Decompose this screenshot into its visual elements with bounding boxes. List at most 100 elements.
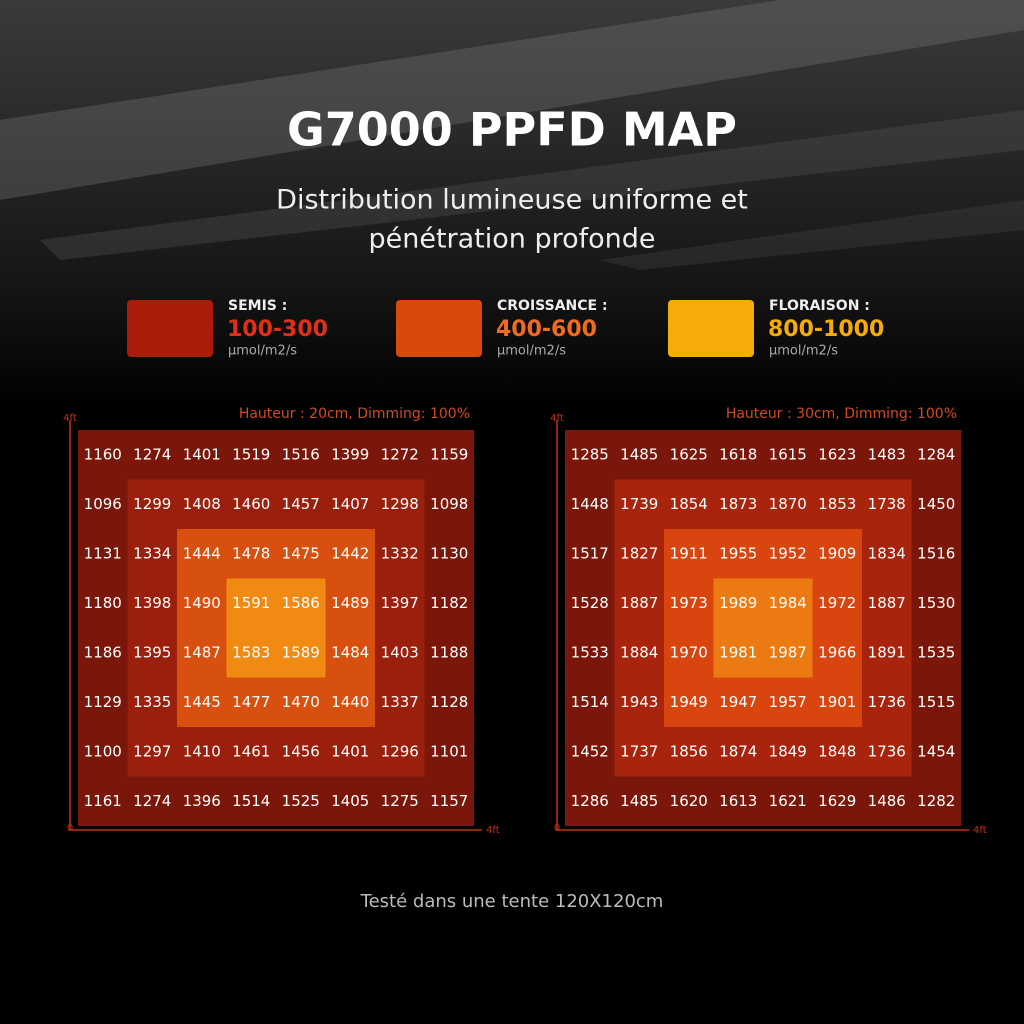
ppfd-value: 1586 [282, 594, 320, 612]
content: SEMIS : 100-300 µmol/m2/s CROISSANCE : 400-6… [63, 298, 987, 836]
ppfd-value: 1490 [183, 594, 221, 612]
ppfd-value: 1298 [381, 495, 419, 513]
ppfd-value: 1966 [818, 643, 856, 661]
ppfd-value: 1182 [430, 594, 468, 612]
ppfd-value: 1738 [868, 495, 906, 513]
legend-range: 800-1000 [768, 317, 884, 342]
ppfd-value: 1444 [183, 544, 221, 562]
ppfd-value: 1736 [868, 742, 906, 760]
legend-swatch [127, 300, 213, 357]
ppfd-value: 1736 [868, 693, 906, 711]
ppfd-value: 1516 [917, 544, 955, 562]
ppfd-value: 1401 [331, 742, 369, 760]
ppfd-value: 1484 [331, 643, 369, 661]
ppfd-value: 1297 [133, 742, 171, 760]
ppfd-value: 1947 [719, 693, 757, 711]
ppfd-value: 1525 [282, 792, 320, 810]
ppfd-value: 1486 [868, 792, 906, 810]
ppfd-value: 1514 [232, 792, 270, 810]
ppfd-value: 1487 [183, 643, 221, 661]
legend-unit: µmol/m2/s [228, 344, 297, 359]
subtitle: pénétration profonde [368, 224, 655, 255]
ppfd-value: 1096 [84, 495, 122, 513]
ppfd-value: 1623 [818, 445, 856, 463]
ppfd-value: 1299 [133, 495, 171, 513]
ppfd-value: 1396 [183, 792, 221, 810]
ppfd-value: 1445 [183, 693, 221, 711]
ppfd-value: 1440 [331, 693, 369, 711]
ppfd-value: 1989 [719, 594, 757, 612]
ppfd-value: 1129 [84, 693, 122, 711]
ppfd-value: 1618 [719, 445, 757, 463]
ppfd-value: 1485 [620, 445, 658, 463]
ppfd-value: 1398 [133, 594, 171, 612]
zone [226, 578, 326, 678]
ppfd-value: 1613 [719, 792, 757, 810]
ppfd-value: 1620 [670, 792, 708, 810]
ppfd-value: 1186 [84, 643, 122, 661]
ppfd-value: 1873 [719, 495, 757, 513]
axis-label: 0 [67, 823, 73, 834]
ppfd-value: 1629 [818, 792, 856, 810]
ppfd-value: 1285 [571, 445, 609, 463]
legend-swatch [668, 300, 754, 357]
ppfd-value: 1591 [232, 594, 270, 612]
ppfd-value: 1450 [917, 495, 955, 513]
subtitle: Distribution lumineuse uniforme et [276, 185, 748, 216]
ppfd-value: 1870 [769, 495, 807, 513]
ppfd-value: 1834 [868, 544, 906, 562]
ppfd-value: 1403 [381, 643, 419, 661]
axis-label: 4ft [63, 413, 77, 424]
ppfd-value: 1296 [381, 742, 419, 760]
ppfd-value: 1970 [670, 643, 708, 661]
ppfd-value: 1286 [571, 792, 609, 810]
ppfd-value: 1874 [719, 742, 757, 760]
ppfd-value: 1405 [331, 792, 369, 810]
ppfd-value: 1161 [84, 792, 122, 810]
axis-label: 4ft [973, 825, 987, 836]
map-caption: Hauteur : 20cm, Dimming: 100% [239, 406, 470, 422]
ppfd-value: 1909 [818, 544, 856, 562]
ppfd-value: 1952 [769, 544, 807, 562]
ppfd-value: 1274 [133, 792, 171, 810]
ppfd-value: 1128 [430, 693, 468, 711]
ppfd-value: 1477 [232, 693, 270, 711]
ppfd-value: 1625 [670, 445, 708, 463]
legend-range: 100-300 [227, 317, 328, 342]
ppfd-value: 1943 [620, 693, 658, 711]
ppfd-value: 1583 [232, 643, 270, 661]
map-caption: Hauteur : 30cm, Dimming: 100% [726, 406, 957, 422]
ppfd-value: 1470 [282, 693, 320, 711]
ppfd-value: 1589 [282, 643, 320, 661]
ppfd-value: 1519 [232, 445, 270, 463]
ppfd-value: 1973 [670, 594, 708, 612]
ppfd-value: 1334 [133, 544, 171, 562]
light-fixtures [0, 0, 1024, 270]
ppfd-value: 1100 [84, 742, 122, 760]
ppfd-value: 1517 [571, 544, 609, 562]
zone [713, 578, 813, 678]
ppfd-value: 1856 [670, 742, 708, 760]
ppfd-value: 1984 [769, 594, 807, 612]
ppfd-value: 1407 [331, 495, 369, 513]
ppfd-value: 1485 [620, 792, 658, 810]
ppfd-value: 1981 [719, 643, 757, 661]
ppfd-value: 1284 [917, 445, 955, 463]
ppfd-value: 1854 [670, 495, 708, 513]
ppfd-value: 1442 [331, 544, 369, 562]
ppfd-value: 1131 [84, 544, 122, 562]
ppfd-value: 1332 [381, 544, 419, 562]
ppfd-value: 1282 [917, 792, 955, 810]
ppfd-value: 1337 [381, 693, 419, 711]
ppfd-value: 1739 [620, 495, 658, 513]
ppfd-value: 1853 [818, 495, 856, 513]
ppfd-value: 1461 [232, 742, 270, 760]
legend-name: SEMIS : [228, 298, 287, 314]
ppfd-value: 1987 [769, 643, 807, 661]
footer: Testé dans une tente 120X120cm [360, 891, 664, 912]
ppfd-value: 1849 [769, 742, 807, 760]
ppfd-value: 1272 [381, 445, 419, 463]
ppfd-value: 1130 [430, 544, 468, 562]
ppfd-value: 1159 [430, 445, 468, 463]
